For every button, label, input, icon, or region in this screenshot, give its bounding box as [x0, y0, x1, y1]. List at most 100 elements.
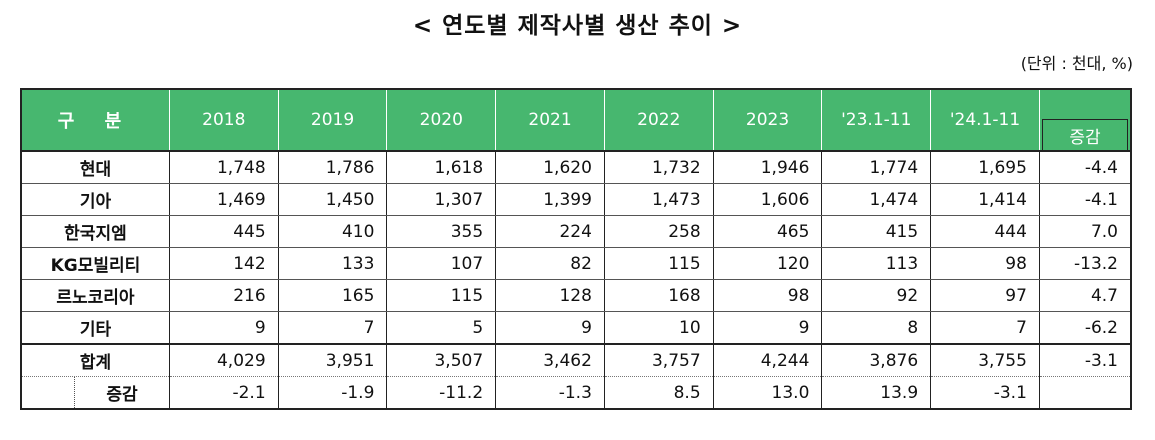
value-cell: 1,786 — [278, 151, 388, 184]
value-cell: 355 — [386, 215, 497, 248]
value-cell: 92 — [821, 279, 932, 312]
value-cell: 82 — [495, 247, 605, 280]
value-cell: -1.3 — [495, 376, 605, 409]
change-cell: -3.1 — [1039, 343, 1131, 377]
value-cell: 1,946 — [713, 151, 823, 184]
value-cell: 13.9 — [821, 376, 932, 409]
change-cell: -4.4 — [1039, 151, 1131, 184]
table-row: 르노코리아 216 165 115 128 168 98 92 97 4.7 — [21, 279, 1131, 312]
change-cell: 4.7 — [1039, 279, 1131, 312]
value-cell: 115 — [386, 279, 497, 312]
value-cell: 1,774 — [821, 151, 932, 184]
change-cell: -6.2 — [1039, 311, 1131, 345]
header-increase: 증감 — [1041, 119, 1128, 150]
value-cell: 1,414 — [930, 183, 1040, 216]
value-cell: 8 — [821, 311, 932, 345]
header-year: 2019 — [278, 89, 388, 152]
value-cell: 3,755 — [930, 343, 1040, 377]
header-year: '23.1-11 — [821, 89, 932, 152]
row-label: 증감 — [21, 376, 170, 409]
value-cell: 113 — [821, 247, 932, 280]
page-title: < 연도별 제작사별 생산 추이 > — [412, 13, 743, 39]
value-cell: 98 — [713, 279, 823, 312]
value-cell: 3,757 — [604, 343, 714, 377]
header-year: 2018 — [169, 89, 279, 152]
value-cell: 1,399 — [495, 183, 605, 216]
value-cell: 13.0 — [713, 376, 823, 409]
total-change-row: 증감 -2.1 -1.9 -11.2 -1.3 8.5 13.0 13.9 -3.1 — [21, 376, 1131, 410]
change-cell: -13.2 — [1039, 247, 1131, 280]
table-row: 현대 1,748 1,786 1,618 1,620 1,732 1,946 1,774 1,6… — [21, 151, 1131, 184]
value-cell: 415 — [821, 215, 932, 248]
row-label-text: 증감 — [106, 385, 138, 405]
indent-divider — [22, 377, 75, 408]
value-cell: -3.1 — [930, 376, 1040, 409]
header-year: 2021 — [495, 89, 605, 152]
row-label: 기타 — [21, 311, 170, 345]
value-cell: 98 — [930, 247, 1040, 280]
value-cell: 4,244 — [713, 343, 823, 377]
value-cell: 7 — [278, 311, 388, 345]
value-cell: 9 — [713, 311, 823, 345]
header-row: 구 분 2018 2019 2020 2021 2022 2023 '23.1-… — [21, 89, 1131, 152]
value-cell: 1,473 — [604, 183, 714, 216]
value-cell: 7 — [930, 311, 1040, 345]
value-cell: 1,307 — [386, 183, 497, 216]
value-cell: 3,507 — [386, 343, 497, 377]
header-label: 구 분 — [21, 89, 170, 152]
value-cell: 465 — [713, 215, 823, 248]
value-cell: 133 — [278, 247, 388, 280]
value-cell: 1,695 — [930, 151, 1040, 184]
value-cell: 128 — [495, 279, 605, 312]
table-row: 한국지엠 445 410 355 224 258 465 415 444 7.0 — [21, 215, 1131, 248]
value-cell: 216 — [169, 279, 279, 312]
row-label: 르노코리아 — [21, 279, 170, 312]
unit-note: (단위 : 천대, %) — [1020, 54, 1133, 73]
change-cell: 7.0 — [1039, 215, 1131, 248]
value-cell: 1,606 — [713, 183, 823, 216]
value-cell: 9 — [495, 311, 605, 345]
value-cell: 1,450 — [278, 183, 388, 216]
row-label: 한국지엠 — [21, 215, 170, 248]
change-cell — [1039, 377, 1131, 410]
value-cell: 445 — [169, 215, 279, 248]
value-cell: 107 — [386, 247, 497, 280]
value-cell: 224 — [495, 215, 605, 248]
table-row: 기타 9 7 5 9 10 9 8 7 -6.2 — [21, 311, 1131, 345]
value-cell: 3,951 — [278, 343, 388, 377]
value-cell: 8.5 — [604, 376, 714, 409]
header-increase-cell: 증감 — [1039, 89, 1131, 152]
value-cell: -11.2 — [386, 376, 497, 409]
value-cell: 444 — [930, 215, 1040, 248]
value-cell: 410 — [278, 215, 388, 248]
value-cell: 258 — [604, 215, 714, 248]
change-cell: -4.1 — [1039, 183, 1131, 216]
row-label: 합계 — [21, 343, 170, 377]
value-cell: 1,620 — [495, 151, 605, 184]
value-cell: -1.9 — [278, 376, 388, 409]
value-cell: 1,618 — [386, 151, 497, 184]
value-cell: 1,732 — [604, 151, 714, 184]
row-label: 현대 — [21, 151, 170, 184]
header-year: 2020 — [386, 89, 497, 152]
value-cell: 97 — [930, 279, 1040, 312]
production-table: 구 분 2018 2019 2020 2021 2022 2023 '23.1-… — [20, 88, 1132, 410]
value-cell: -2.1 — [169, 376, 279, 409]
value-cell: 142 — [169, 247, 279, 280]
value-cell: 3,462 — [495, 343, 605, 377]
header-year: 2023 — [713, 89, 823, 152]
value-cell: 9 — [169, 311, 279, 345]
value-cell: 120 — [713, 247, 823, 280]
header-year: '24.1-11 — [930, 89, 1040, 152]
value-cell: 5 — [386, 311, 497, 345]
row-label: 기아 — [21, 183, 170, 216]
value-cell: 1,469 — [169, 183, 279, 216]
value-cell: 168 — [604, 279, 714, 312]
table-row: KG모빌리티 142 133 107 82 115 120 113 98 -13.2 — [21, 247, 1131, 280]
value-cell: 115 — [604, 247, 714, 280]
value-cell: 10 — [604, 311, 714, 345]
value-cell: 3,876 — [821, 343, 932, 377]
value-cell: 1,748 — [169, 151, 279, 184]
total-row: 합계 4,029 3,951 3,507 3,462 3,757 4,244 3,876 3,7… — [21, 343, 1131, 377]
value-cell: 1,474 — [821, 183, 932, 216]
